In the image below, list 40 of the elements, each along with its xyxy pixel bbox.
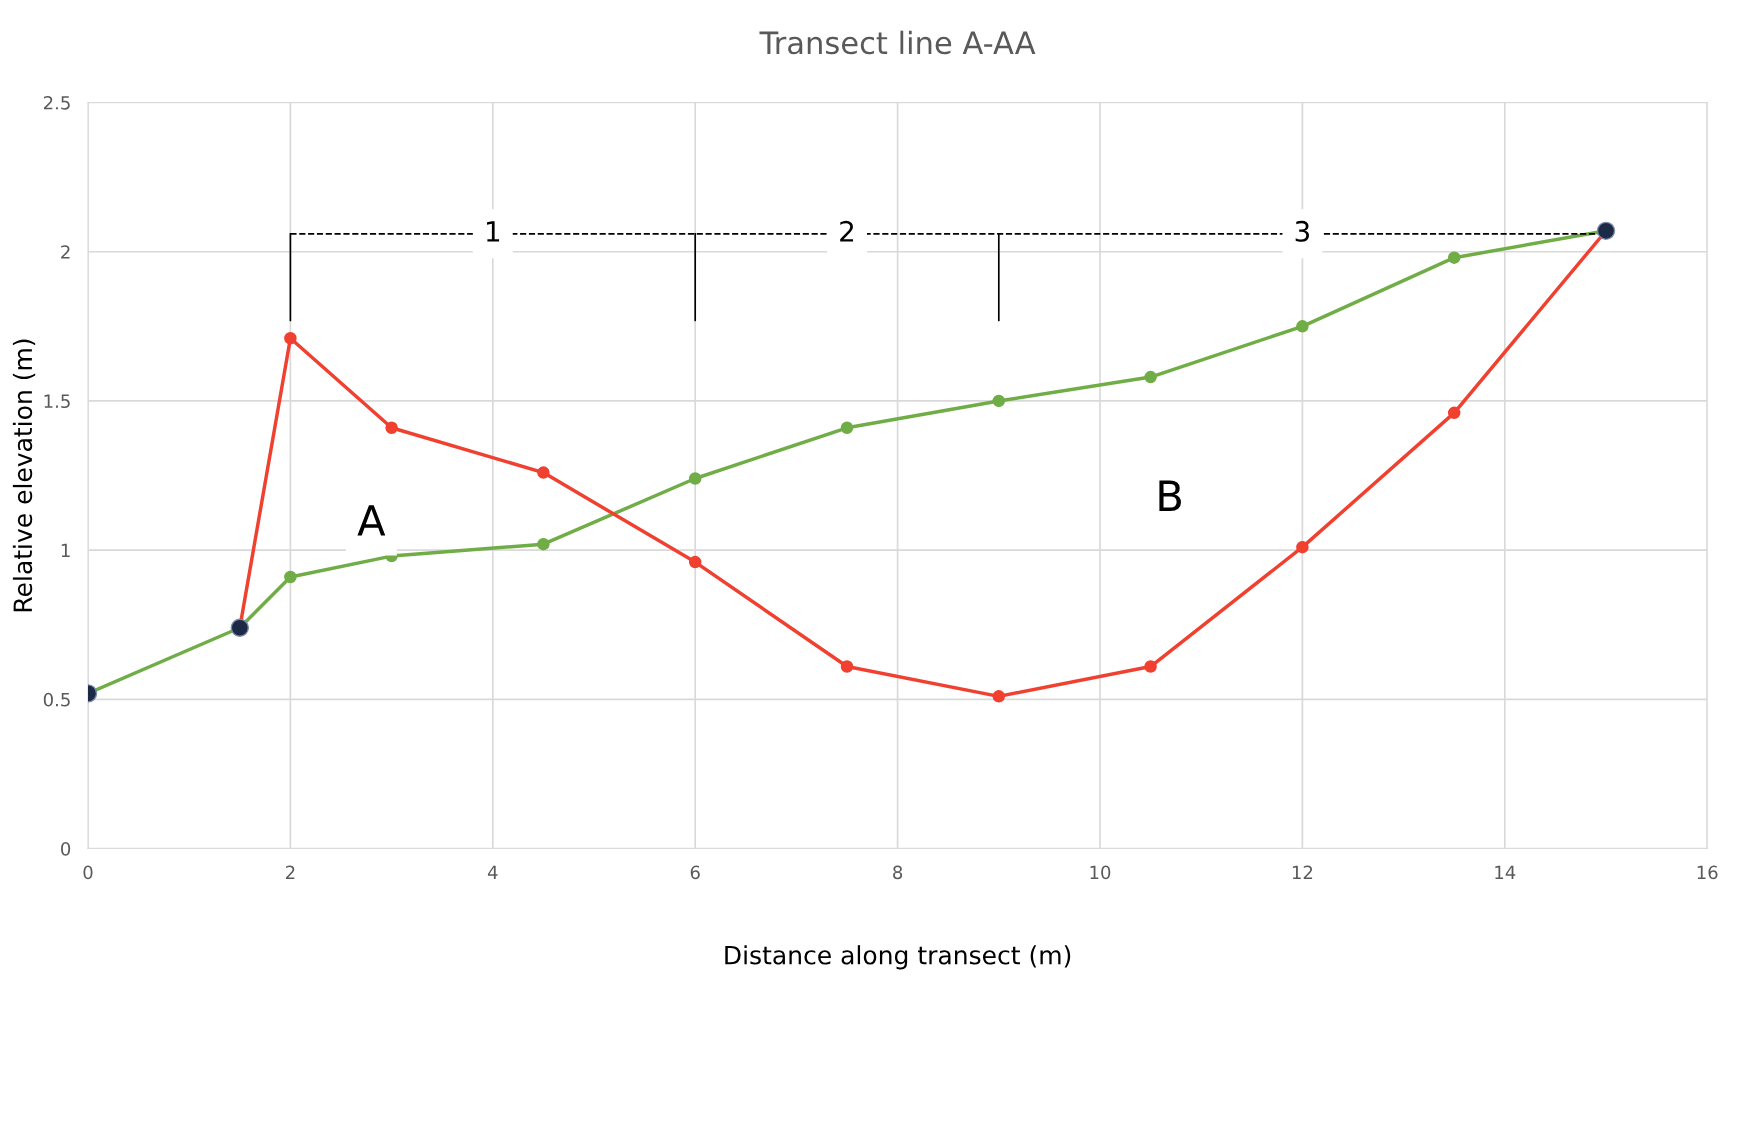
x-tick-label: 2 — [285, 865, 295, 879]
point — [284, 570, 297, 584]
point — [537, 466, 550, 479]
annotation: 3 — [1295, 220, 1310, 242]
y-tick-label: 1 — [61, 543, 70, 557]
point — [840, 660, 854, 673]
point — [992, 690, 1006, 703]
point — [1144, 370, 1157, 384]
x-tick-label: 0 — [83, 865, 93, 880]
x-tick-label: 16 — [1697, 865, 1718, 880]
point — [1296, 320, 1309, 333]
x-tick-label: 8 — [893, 865, 903, 880]
x-tick-label: 6 — [690, 865, 700, 880]
y-tick-label: 0.5 — [43, 692, 70, 707]
x-tick-label: 12 — [1292, 865, 1313, 879]
point — [385, 421, 398, 435]
chart-title: Transect line A-AA — [759, 30, 1036, 55]
x-tick-label: 10 — [1090, 865, 1111, 880]
annotation: 2 — [840, 220, 854, 242]
point — [1447, 251, 1461, 264]
annotation: B — [1159, 480, 1181, 511]
annotation: 1 — [487, 221, 500, 242]
y-tick-label: 2.5 — [43, 95, 70, 110]
point — [1296, 540, 1309, 554]
point — [284, 332, 297, 345]
y-tick-label: 0 — [61, 842, 71, 856]
x-tick-label: 14 — [1495, 865, 1516, 879]
y-tick-label: 1.5 — [44, 394, 70, 409]
y-tick-label: 2 — [61, 245, 70, 259]
y-axis-title: Relative elevation (m) — [12, 339, 36, 612]
x-tick-label: 4 — [487, 865, 498, 879]
point — [840, 421, 854, 435]
point — [537, 537, 550, 551]
annotation: A — [357, 505, 386, 536]
point — [688, 472, 702, 485]
point — [1144, 660, 1157, 673]
x-axis-title: Distance along transect (m) — [725, 945, 1071, 970]
point — [688, 555, 702, 569]
point — [992, 394, 1006, 408]
point — [1447, 406, 1461, 420]
